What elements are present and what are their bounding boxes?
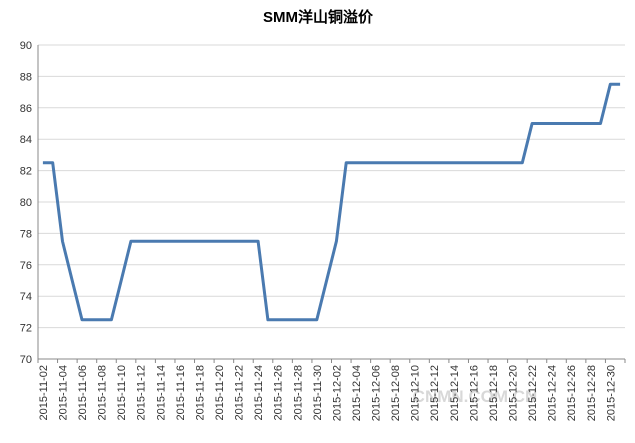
x-tick-label: 2015-12-04: [351, 365, 363, 421]
x-tick-label: 2015-11-16: [175, 365, 187, 420]
y-tick-label: 74: [20, 291, 32, 303]
x-tick-label: 2015-12-02: [331, 365, 343, 421]
x-tick-label: 2015-12-18: [488, 365, 500, 421]
y-tick-label: 70: [20, 354, 32, 366]
x-tick-label: 2015-11-24: [253, 365, 265, 420]
x-tick-label: 2015-12-16: [468, 365, 480, 421]
x-tick-label: 2015-12-28: [586, 365, 598, 421]
y-tick-label: 76: [20, 260, 32, 272]
chart-title: SMM洋山铜溢价: [263, 8, 374, 26]
x-tick-label: 2015-12-26: [566, 365, 578, 421]
x-tick-label: 2015-11-08: [97, 365, 109, 420]
x-tick-label: 2015-12-12: [429, 365, 441, 421]
x-tick-label: 2015-12-24: [547, 365, 559, 421]
data-line: [42, 82, 621, 322]
y-tick-label: 72: [20, 323, 32, 335]
x-tick-label: 2015-12-10: [410, 365, 422, 421]
x-tick-label: 2015-11-02: [38, 365, 50, 420]
y-tick-label: 88: [20, 71, 32, 83]
x-tick-label: 2015-11-20: [214, 365, 226, 420]
x-tick-label: 2015-12-22: [527, 365, 539, 421]
y-tick-label: 80: [20, 197, 32, 209]
x-tick-label: 2015-11-26: [273, 365, 285, 420]
watermark: CNMN.COM.CN: [413, 387, 538, 406]
x-tick-label: 2015-12-14: [449, 365, 461, 421]
x-tick-label: 2015-12-06: [371, 365, 383, 421]
x-tick-label: 2015-12-20: [507, 365, 519, 421]
y-tick-label: 84: [20, 134, 32, 146]
x-tick-label: 2015-11-12: [136, 365, 148, 420]
y-tick-label: 86: [20, 103, 32, 115]
y-tick-label: 78: [20, 228, 32, 240]
x-tick-label: 2015-11-06: [77, 365, 89, 420]
x-tick-label: 2015-11-28: [292, 365, 304, 420]
x-tick-label: 2015-12-08: [390, 365, 402, 421]
x-tick-label: 2015-11-30: [312, 365, 324, 420]
y-tick-label: 82: [20, 166, 32, 178]
x-tick-label: 2015-11-04: [57, 365, 69, 420]
x-tick-label: 2015-11-14: [155, 365, 167, 420]
x-tick-label: 2015-12-30: [605, 365, 617, 421]
y-tick-label: 90: [20, 40, 32, 52]
x-tick-label: 2015-11-22: [234, 365, 246, 420]
x-tick-label: 2015-11-10: [116, 365, 128, 420]
x-tick-label: 2015-11-18: [194, 365, 206, 420]
